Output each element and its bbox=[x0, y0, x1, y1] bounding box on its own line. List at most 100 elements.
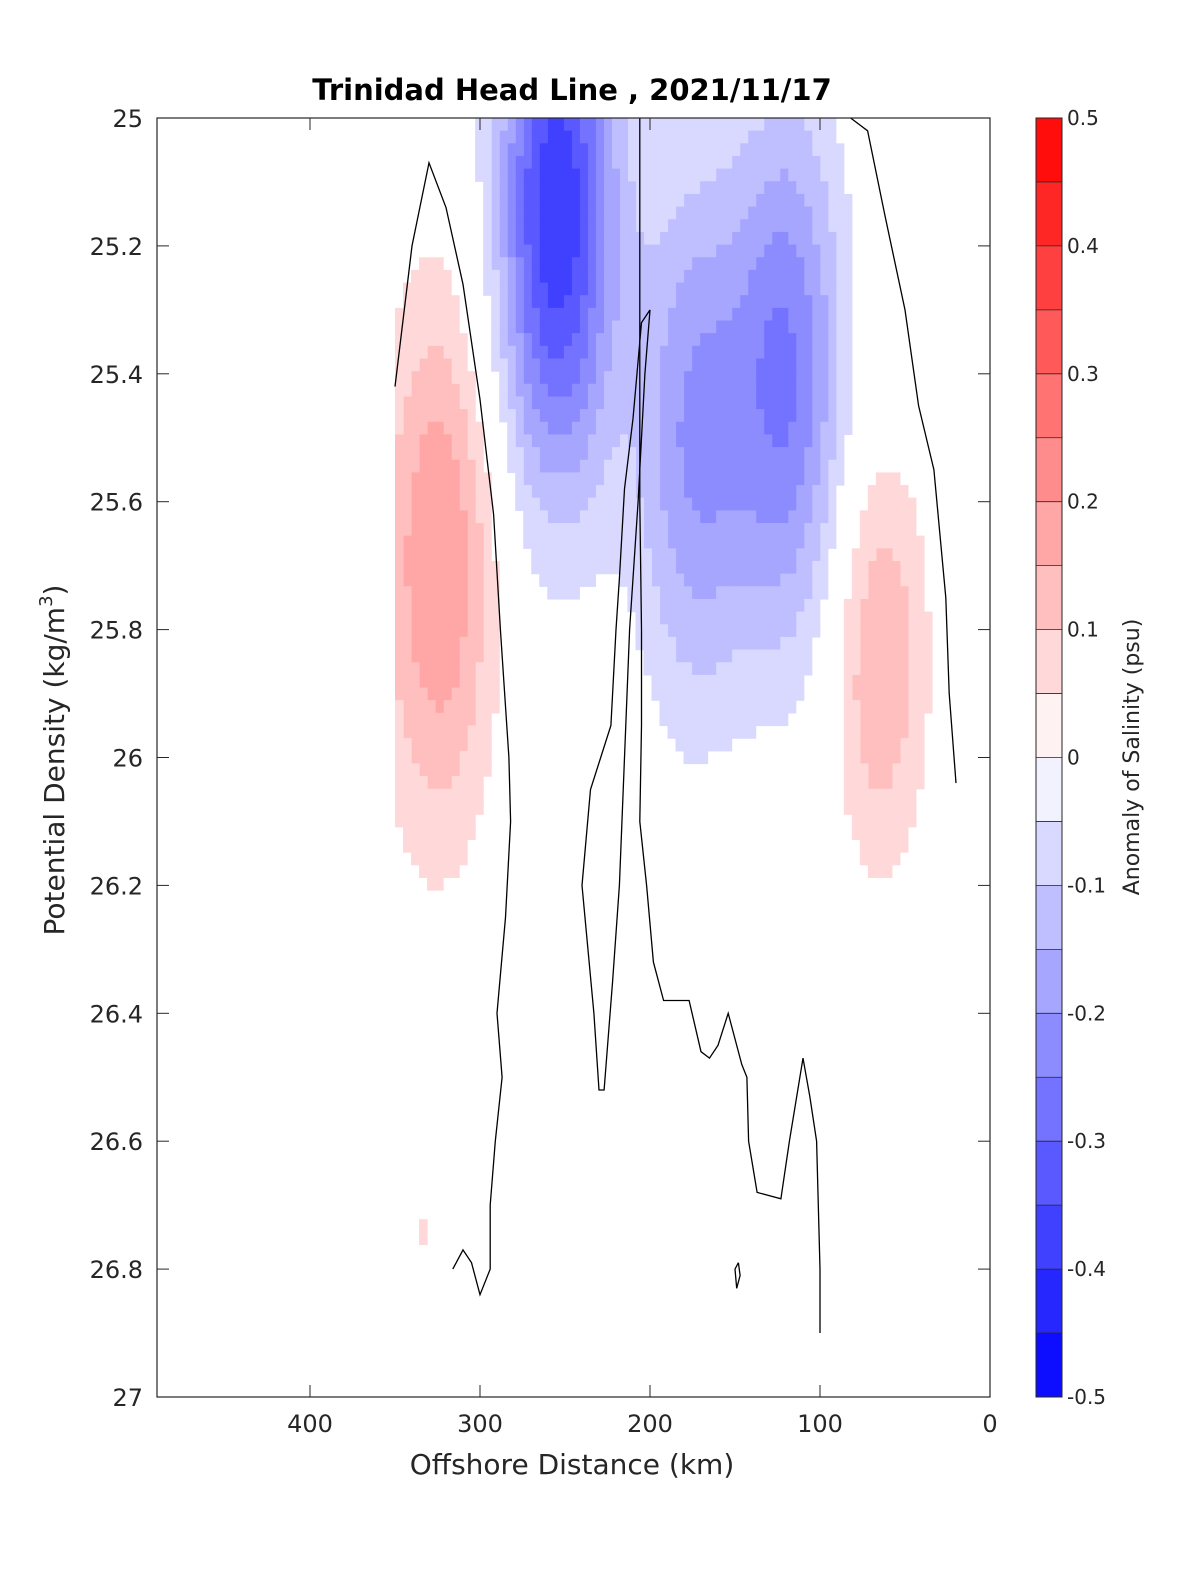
anomaly-cell bbox=[475, 662, 484, 676]
anomaly-cell bbox=[587, 206, 596, 220]
anomaly-cell bbox=[875, 801, 885, 815]
anomaly-cell bbox=[467, 674, 476, 689]
anomaly-cell bbox=[451, 725, 460, 739]
anomaly-cell bbox=[739, 611, 749, 625]
anomaly-cell bbox=[403, 712, 412, 727]
anomaly-cell bbox=[395, 738, 404, 752]
anomaly-cell bbox=[907, 535, 917, 549]
anomaly-cell bbox=[723, 472, 733, 486]
anomaly-cell bbox=[779, 244, 789, 258]
anomaly-cell bbox=[467, 598, 476, 613]
anomaly-cell bbox=[755, 459, 765, 473]
anomaly-cell bbox=[715, 396, 725, 410]
anomaly-cell bbox=[763, 219, 773, 233]
anomaly-cell bbox=[595, 257, 604, 271]
anomaly-cell bbox=[427, 611, 436, 625]
anomaly-cell bbox=[419, 662, 428, 676]
colorbar-tick-label: 0.1 bbox=[1067, 618, 1099, 642]
anomaly-cell bbox=[579, 257, 588, 271]
colorbar-segment bbox=[1036, 118, 1062, 183]
anomaly-cell bbox=[747, 510, 757, 524]
anomaly-cell bbox=[771, 510, 781, 524]
anomaly-cell bbox=[699, 497, 709, 511]
anomaly-cell bbox=[755, 143, 765, 157]
anomaly-cell bbox=[531, 295, 540, 309]
anomaly-cell bbox=[699, 485, 709, 499]
anomaly-cell bbox=[627, 345, 637, 360]
anomaly-cell bbox=[691, 497, 701, 511]
anomaly-cell bbox=[739, 307, 749, 322]
anomaly-cell bbox=[419, 535, 428, 549]
anomaly-cell bbox=[411, 383, 420, 398]
anomaly-cell bbox=[619, 510, 629, 524]
anomaly-cell bbox=[843, 700, 853, 714]
anomaly-cell bbox=[563, 371, 572, 385]
anomaly-cell bbox=[563, 181, 572, 195]
anomaly-cell bbox=[507, 143, 516, 157]
anomaly-cell bbox=[531, 345, 540, 360]
anomaly-cell bbox=[467, 712, 476, 727]
anomaly-cell bbox=[723, 497, 733, 511]
anomaly-cell bbox=[819, 573, 829, 587]
anomaly-cell bbox=[435, 864, 444, 879]
anomaly-cell bbox=[491, 295, 500, 309]
anomaly-cell bbox=[651, 485, 661, 499]
anomaly-cell bbox=[451, 611, 460, 625]
anomaly-cell bbox=[523, 206, 532, 220]
anomaly-cell bbox=[875, 712, 885, 727]
y-tick-label: 26.4 bbox=[90, 1000, 143, 1028]
anomaly-cell bbox=[755, 560, 765, 575]
anomaly-cell bbox=[571, 206, 580, 220]
anomaly-cell bbox=[787, 586, 797, 600]
anomaly-cell bbox=[579, 231, 588, 246]
anomaly-cell bbox=[883, 472, 893, 486]
anomaly-cell bbox=[763, 510, 773, 524]
anomaly-cell bbox=[523, 472, 532, 486]
anomaly-cell bbox=[443, 776, 452, 790]
anomaly-cell bbox=[891, 598, 901, 613]
anomaly-cell bbox=[411, 282, 420, 296]
anomaly-cell bbox=[443, 662, 452, 676]
anomaly-cell bbox=[715, 636, 725, 651]
anomaly-cell bbox=[755, 712, 765, 727]
anomaly-cell bbox=[659, 700, 669, 714]
anomaly-cell bbox=[891, 523, 901, 537]
anomaly-cell bbox=[659, 371, 669, 385]
anomaly-cell bbox=[555, 269, 564, 284]
anomaly-cell bbox=[691, 447, 701, 461]
anomaly-cell bbox=[523, 143, 532, 157]
anomaly-cell bbox=[683, 624, 693, 638]
anomaly-cell bbox=[467, 409, 476, 423]
anomaly-cell bbox=[707, 636, 717, 651]
anomaly-cell bbox=[467, 788, 476, 803]
anomaly-cell bbox=[539, 269, 548, 284]
anomaly-cell bbox=[787, 307, 797, 322]
anomaly-cell bbox=[699, 447, 709, 461]
anomaly-cell bbox=[651, 307, 661, 322]
anomaly-cell bbox=[563, 143, 572, 157]
anomaly-cell bbox=[603, 143, 612, 157]
anomaly-cell bbox=[659, 472, 669, 486]
anomaly-cell bbox=[435, 358, 444, 372]
anomaly-cell bbox=[811, 118, 821, 132]
anomaly-cell bbox=[883, 700, 893, 714]
anomaly-cell bbox=[707, 738, 717, 752]
anomaly-cell bbox=[531, 358, 540, 372]
colorbar-tick-label: 0 bbox=[1067, 746, 1080, 770]
anomaly-cell bbox=[891, 586, 901, 600]
anomaly-cell bbox=[747, 421, 757, 436]
anomaly-cell bbox=[651, 409, 661, 423]
anomaly-cell bbox=[579, 118, 588, 132]
anomaly-cell bbox=[811, 206, 821, 220]
anomaly-cell bbox=[731, 358, 741, 372]
anomaly-cell bbox=[611, 560, 620, 575]
anomaly-cell bbox=[643, 307, 653, 322]
anomaly-cell bbox=[875, 472, 885, 486]
anomaly-cell bbox=[643, 396, 653, 410]
anomaly-cell bbox=[459, 586, 468, 600]
anomaly-cell bbox=[419, 624, 428, 638]
anomaly-cell bbox=[515, 155, 524, 170]
anomaly-cell bbox=[715, 345, 725, 360]
anomaly-cell bbox=[883, 826, 893, 841]
anomaly-cell bbox=[507, 244, 516, 258]
